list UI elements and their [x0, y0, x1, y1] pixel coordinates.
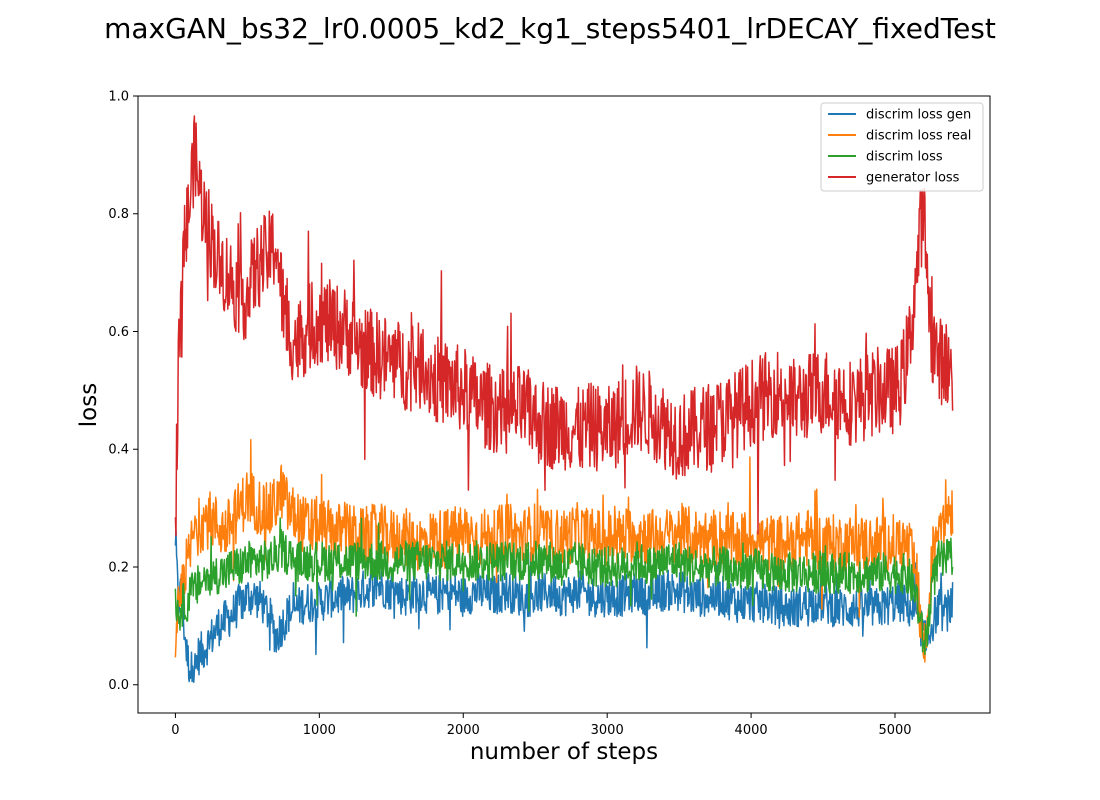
legend-box — [820, 102, 984, 192]
x-tick-label: 2000 — [447, 723, 480, 738]
x-tick-label: 0 — [171, 723, 179, 738]
x-tick-label: 5000 — [878, 723, 911, 738]
series-line-generator-loss — [174, 115, 954, 537]
legend-label: discrim loss — [866, 150, 943, 165]
legend-entries: discrim loss gen discrim loss real discrim… — [828, 108, 971, 186]
y-axis-label: loss — [76, 383, 102, 427]
y-tick-label: 0.2 — [108, 560, 129, 575]
legend: discrim loss gen discrim loss real discrim… — [820, 102, 984, 192]
plot-frame — [137, 95, 991, 714]
y-axis: 0.0 0.2 0.4 0.6 0.8 1.0 — [108, 90, 138, 693]
y-tick-label: 0.4 — [108, 443, 129, 458]
series-line-discrim-loss-real — [174, 438, 954, 663]
y-tick-label: 0.0 — [108, 678, 129, 693]
series-line-discrim-loss — [174, 517, 954, 656]
y-tick-label: 1.0 — [108, 90, 129, 105]
plot-area — [137, 95, 991, 714]
series-layer — [174, 115, 954, 683]
legend-label: discrim loss real — [866, 129, 971, 144]
y-tick-label: 0.6 — [108, 325, 129, 340]
y-tick-label: 0.8 — [108, 207, 129, 222]
chart-title: maxGAN_bs32_lr0.0005_kd2_kg1_steps5401_l… — [104, 12, 996, 45]
legend-label: generator loss — [866, 171, 960, 186]
x-tick-label: 1000 — [303, 723, 336, 738]
x-axis: 0 1000 2000 3000 4000 5000 — [171, 713, 912, 738]
series-line-discrim-loss-gen — [174, 529, 954, 683]
x-tick-label: 3000 — [591, 723, 624, 738]
x-tick-label: 4000 — [735, 723, 768, 738]
legend-label: discrim loss gen — [866, 108, 971, 123]
x-axis-label: number of steps — [470, 739, 658, 765]
